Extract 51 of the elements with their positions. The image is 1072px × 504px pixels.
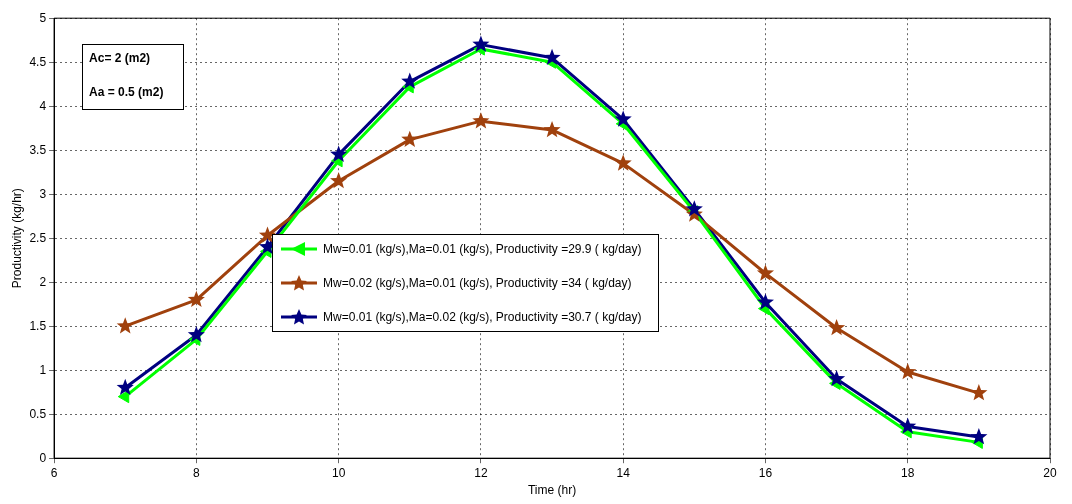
x-tick-label: 10 (331, 465, 346, 480)
point (543, 48, 561, 66)
point (472, 112, 490, 129)
y-tick-label: 1.5 (29, 318, 47, 333)
x-tick-label: 20 (1043, 465, 1057, 480)
x-tick-label: 12 (474, 465, 488, 480)
point (899, 362, 917, 380)
x-tick-label: 6 (50, 465, 58, 480)
point (970, 384, 988, 401)
point (258, 226, 277, 243)
y-axis-title: Productivity (kg/hr) (9, 188, 24, 289)
legend-label: Mw=0.01 (kg/s),Ma=0.02 (kg/s), Productivity =30.7 ( kg/day) (323, 310, 642, 325)
x-tick-label: 16 (758, 465, 773, 480)
y-tick-label: 2.5 (29, 230, 47, 245)
y-tick-label: 1 (39, 362, 47, 377)
point (116, 378, 134, 396)
point (543, 120, 561, 138)
point (828, 370, 846, 387)
y-tick-label: 2 (39, 274, 47, 289)
point (401, 130, 419, 147)
annotation: Aa = 0.5 (m2) (89, 85, 164, 100)
x-tick-label: 18 (901, 465, 915, 480)
point (330, 172, 348, 189)
y-tick-label: 4 (39, 98, 47, 113)
point (756, 264, 775, 281)
x-tick-label: 8 (193, 465, 201, 480)
point (899, 417, 917, 434)
y-tick-label: 0.5 (29, 406, 47, 421)
y-tick-label: 5 (39, 10, 47, 25)
annotation: Ac= 2 (m2) (89, 51, 152, 66)
y-tick-label: 0 (39, 450, 47, 465)
point (401, 72, 419, 89)
point (117, 390, 130, 404)
y-tick-label: 3 (39, 186, 47, 201)
point (756, 293, 775, 310)
x-tick-label: 14 (616, 465, 631, 480)
legend-label: Mw=0.01 (kg/s),Ma=0.01 (kg/s), Productivity =29.9 ( kg/day) (323, 242, 642, 257)
point (685, 200, 703, 217)
point (330, 145, 348, 162)
point (614, 154, 632, 171)
point (472, 35, 490, 52)
y-tick-label: 3.5 (29, 142, 47, 157)
point (116, 317, 134, 334)
point (970, 428, 988, 445)
point (828, 318, 846, 336)
x-axis-title: Time (hr) (527, 483, 577, 498)
point (614, 110, 632, 127)
legend-label: Mw=0.02 (kg/s),Ma=0.01 (kg/s), Productivity =34 ( kg/day) (323, 276, 632, 291)
point (187, 326, 205, 343)
y-tick-label: 4.5 (29, 54, 47, 69)
point (187, 290, 205, 308)
